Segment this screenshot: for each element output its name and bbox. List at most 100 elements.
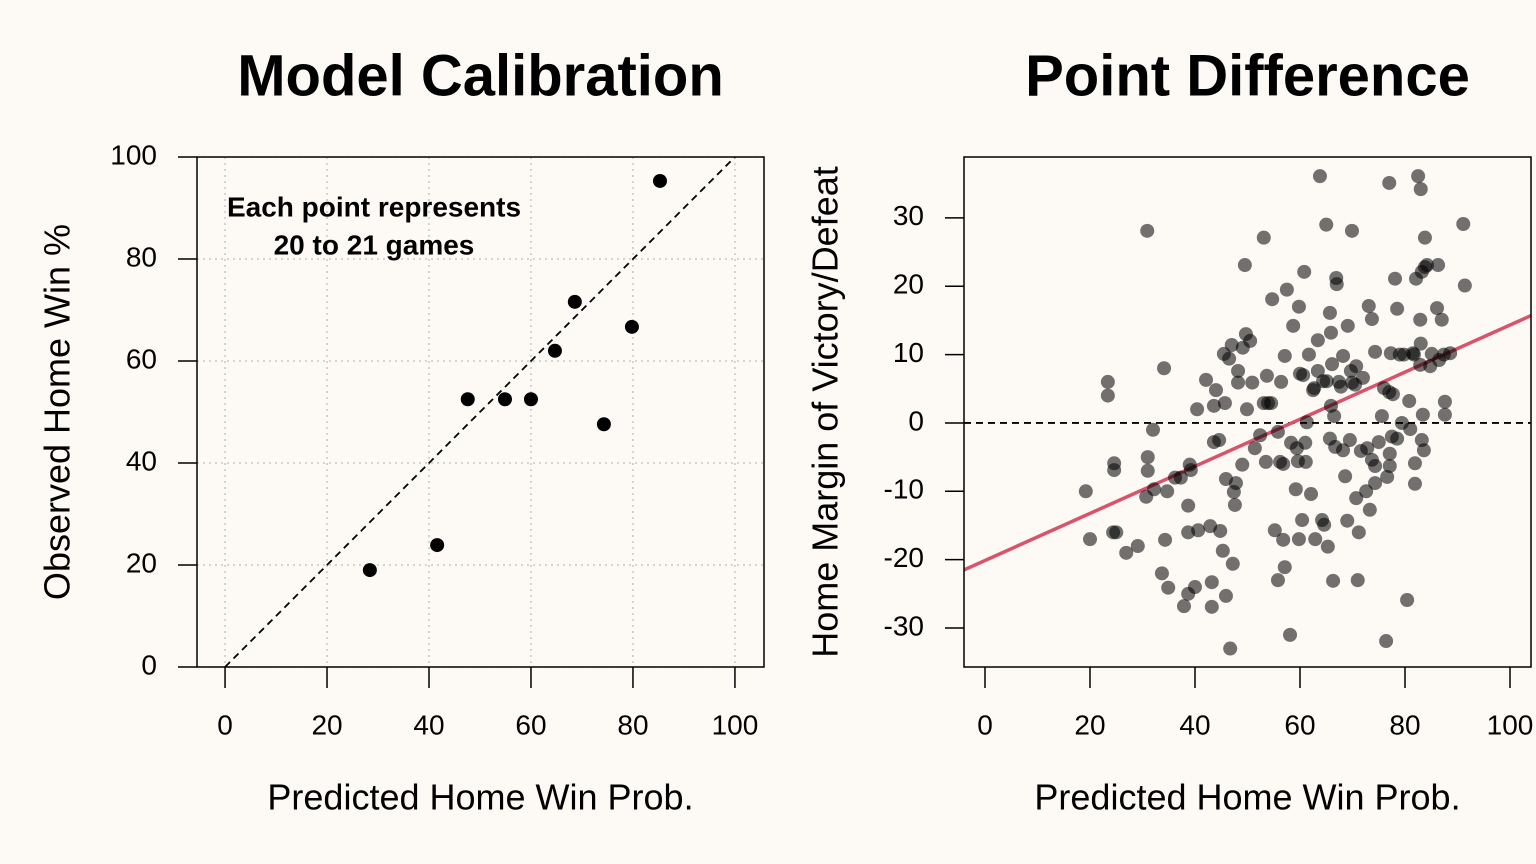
point bbox=[1270, 424, 1285, 439]
reference-line bbox=[224, 157, 736, 667]
point bbox=[1160, 484, 1175, 499]
point bbox=[1212, 433, 1227, 448]
x-tick-label: 40 bbox=[413, 709, 444, 740]
point bbox=[1239, 402, 1254, 417]
point bbox=[1374, 409, 1389, 424]
point bbox=[1279, 282, 1294, 297]
point bbox=[460, 392, 475, 407]
point bbox=[596, 417, 611, 432]
point bbox=[1340, 513, 1355, 528]
point bbox=[1411, 169, 1426, 184]
y-tick-label: 100 bbox=[110, 139, 157, 170]
point bbox=[523, 392, 538, 407]
point bbox=[1286, 318, 1301, 333]
point bbox=[1158, 532, 1173, 547]
plot-area bbox=[197, 157, 764, 667]
point bbox=[1312, 169, 1327, 184]
point bbox=[547, 343, 562, 358]
point bbox=[1379, 634, 1394, 649]
point bbox=[1434, 312, 1449, 327]
point bbox=[1217, 396, 1232, 411]
point bbox=[1336, 443, 1351, 458]
point bbox=[1276, 456, 1291, 471]
point bbox=[1245, 375, 1260, 390]
point bbox=[1222, 351, 1237, 366]
point bbox=[1327, 409, 1342, 424]
point bbox=[1385, 387, 1400, 402]
point bbox=[1215, 543, 1230, 558]
x-tick-label: 80 bbox=[1389, 709, 1420, 740]
point bbox=[624, 319, 639, 334]
x-tick-label: 60 bbox=[1284, 709, 1315, 740]
point bbox=[1319, 217, 1334, 232]
x-tick-label: 100 bbox=[712, 709, 759, 740]
point bbox=[1360, 441, 1375, 456]
point bbox=[1296, 368, 1311, 383]
point bbox=[1415, 407, 1430, 422]
point bbox=[1368, 476, 1383, 491]
point bbox=[1264, 396, 1279, 411]
chart-title: Point Difference bbox=[1025, 43, 1470, 108]
point bbox=[1338, 469, 1353, 484]
point bbox=[1349, 491, 1364, 506]
x-tick-label: 60 bbox=[515, 709, 546, 740]
chart-title: Model Calibration bbox=[237, 43, 724, 108]
point bbox=[1119, 545, 1134, 560]
point bbox=[1161, 580, 1176, 595]
point bbox=[1359, 484, 1374, 499]
point bbox=[1456, 216, 1471, 231]
point bbox=[1361, 299, 1376, 314]
point bbox=[362, 563, 377, 578]
point bbox=[1323, 325, 1338, 340]
point bbox=[1406, 347, 1421, 362]
y-tick-label: 20 bbox=[126, 547, 157, 578]
point bbox=[1157, 361, 1172, 376]
y-axis-label: Home Margin of Victory/Defeat bbox=[805, 166, 846, 658]
y-tick-label: 60 bbox=[126, 343, 157, 374]
point bbox=[1247, 441, 1262, 456]
point bbox=[1437, 407, 1452, 422]
point bbox=[1340, 318, 1355, 333]
y-tick-label: -20 bbox=[884, 542, 924, 573]
point bbox=[1188, 580, 1202, 595]
point bbox=[1100, 388, 1115, 403]
point bbox=[1407, 456, 1422, 471]
point bbox=[1417, 230, 1432, 245]
point bbox=[1413, 312, 1428, 327]
y-tick-label: 0 bbox=[908, 405, 924, 436]
point bbox=[1140, 223, 1155, 238]
point bbox=[1154, 566, 1169, 581]
point bbox=[1295, 513, 1310, 528]
point bbox=[1183, 463, 1198, 478]
point bbox=[1225, 556, 1240, 571]
point bbox=[1140, 450, 1155, 465]
point bbox=[1078, 484, 1093, 499]
point bbox=[1298, 435, 1313, 450]
x-tick-label: 0 bbox=[217, 709, 233, 740]
point bbox=[1344, 223, 1359, 238]
point bbox=[1213, 523, 1228, 538]
x-tick-label: 20 bbox=[311, 709, 342, 740]
point bbox=[1276, 532, 1291, 547]
point bbox=[1402, 394, 1417, 409]
point bbox=[652, 173, 667, 188]
point bbox=[1317, 517, 1332, 532]
point bbox=[1322, 305, 1337, 320]
point bbox=[1218, 588, 1233, 603]
point bbox=[430, 538, 445, 553]
point bbox=[1351, 525, 1366, 540]
point bbox=[1382, 446, 1397, 461]
point bbox=[1430, 301, 1445, 316]
point bbox=[1382, 175, 1397, 190]
point bbox=[1416, 443, 1431, 458]
point bbox=[1204, 575, 1219, 590]
point bbox=[1258, 454, 1273, 469]
plot-frame bbox=[963, 156, 1532, 668]
point bbox=[1277, 560, 1292, 575]
point bbox=[1400, 593, 1415, 608]
point bbox=[1368, 344, 1383, 359]
point bbox=[1209, 383, 1223, 398]
point bbox=[1100, 374, 1115, 389]
x-axis-label: Predicted Home Win Prob. bbox=[267, 777, 693, 818]
